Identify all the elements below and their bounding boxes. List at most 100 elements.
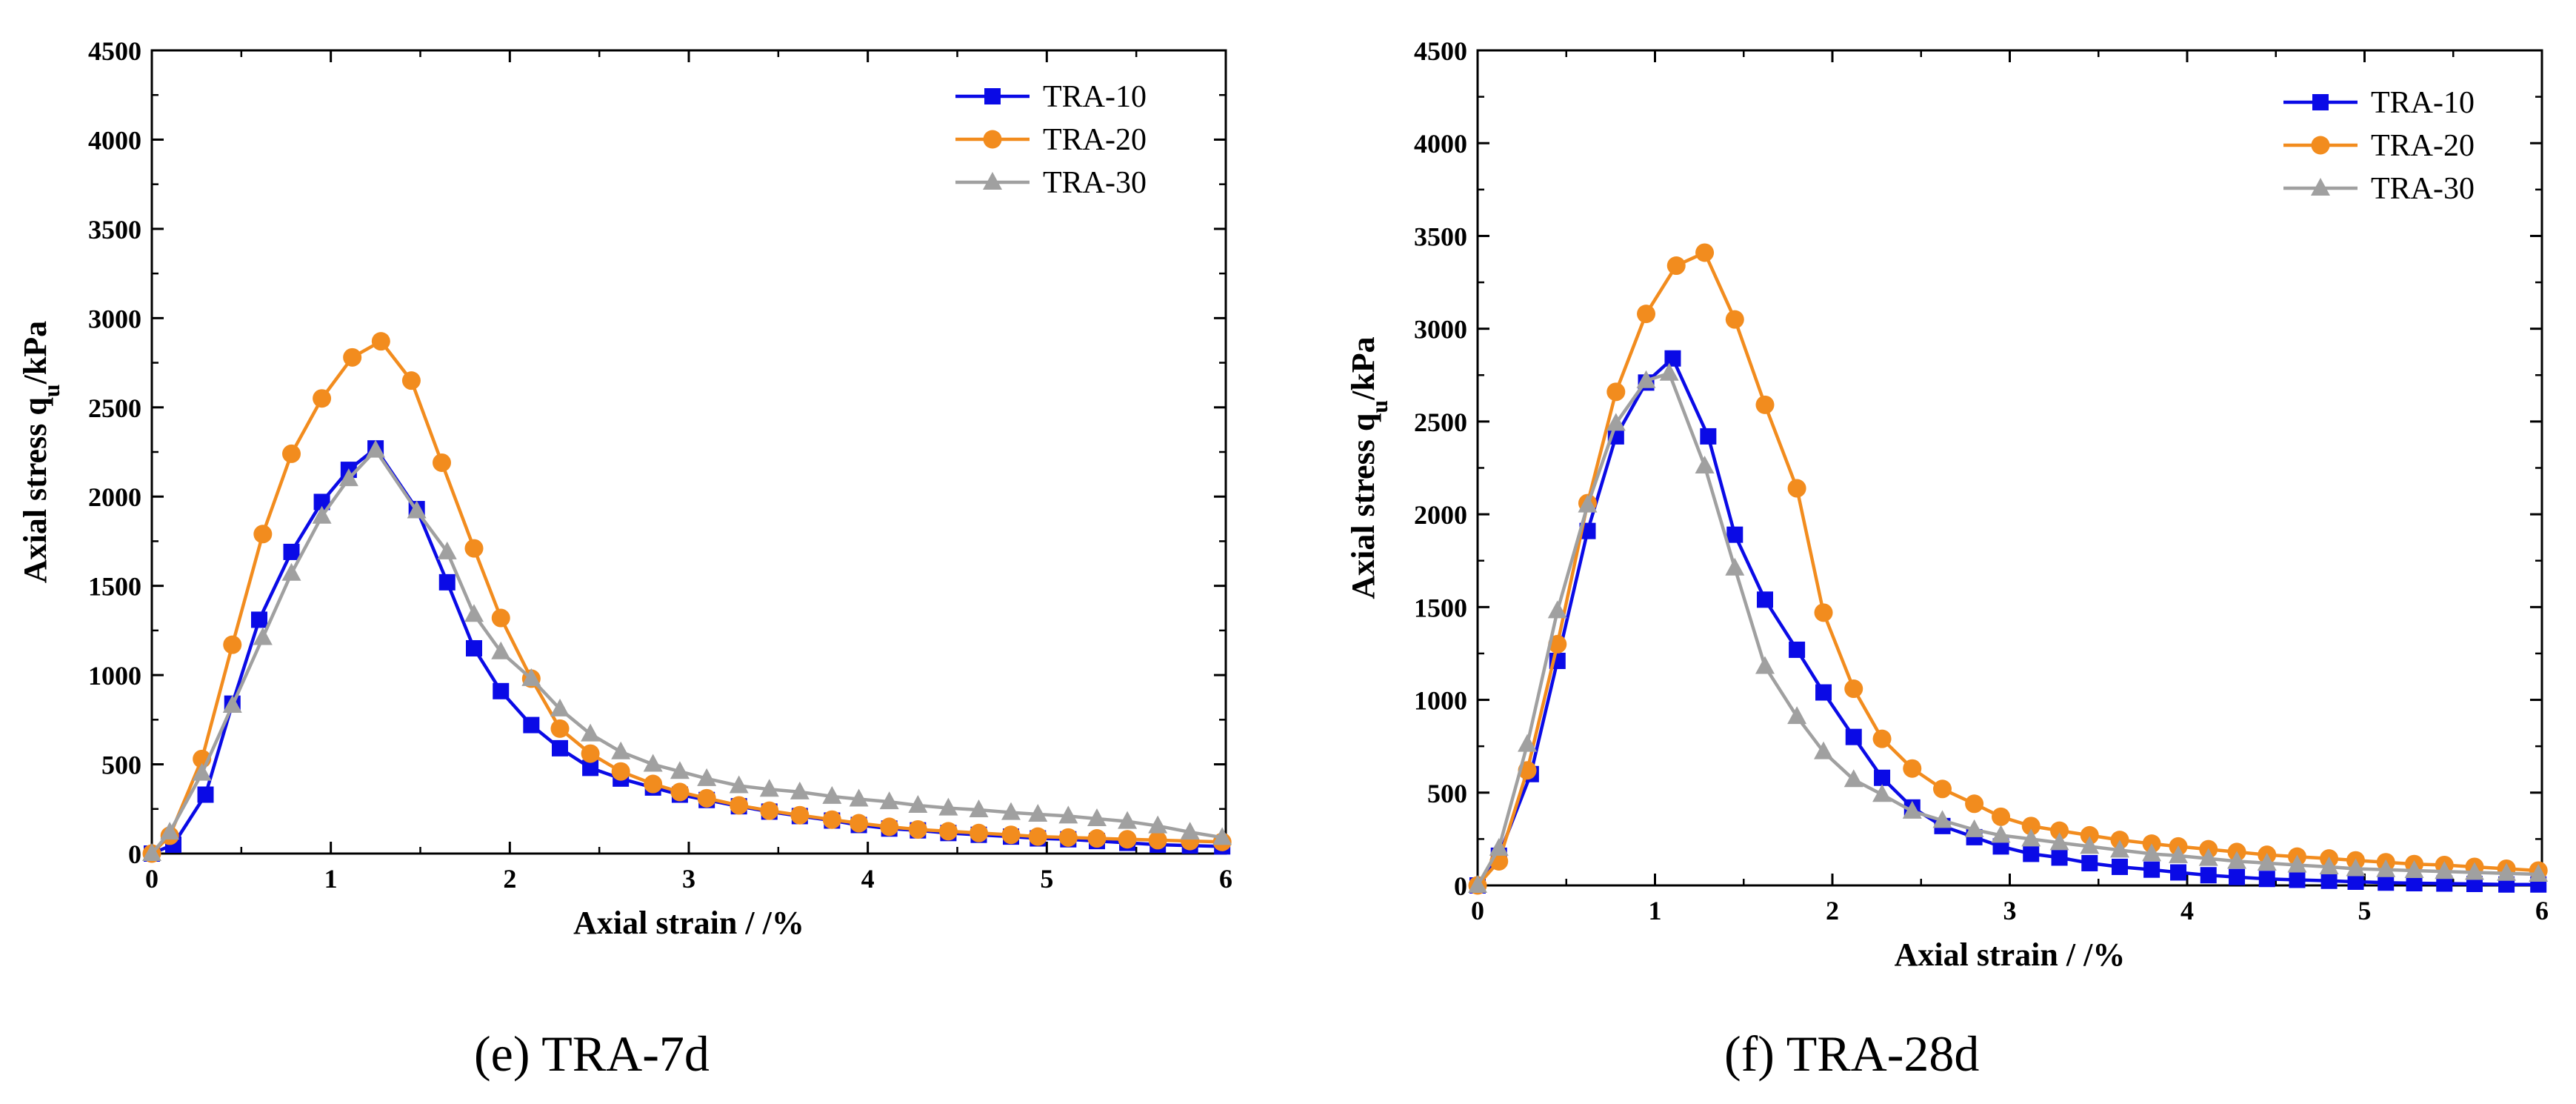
data-point	[401, 371, 421, 390]
data-point	[849, 788, 869, 807]
x-tick-label: 4	[2180, 896, 2194, 925]
y-tick-label: 1000	[88, 661, 141, 691]
data-point	[1932, 779, 1952, 799]
y-tick-label: 4000	[88, 125, 141, 155]
y-tick-label: 1500	[88, 572, 141, 602]
x-tick-label: 1	[1649, 896, 1662, 925]
data-point	[338, 468, 358, 487]
legend-marker	[2311, 178, 2330, 196]
series-tra-30	[1468, 362, 2549, 893]
data-point	[1695, 455, 1715, 473]
legend-entry-tra-30: TRA-30	[955, 166, 1147, 200]
legend-label: TRA-30	[2371, 172, 2475, 206]
data-point	[222, 695, 242, 714]
data-point	[2376, 859, 2396, 877]
data-point	[969, 799, 989, 817]
data-point	[1874, 769, 1891, 786]
y-tick-label: 2000	[1414, 500, 1467, 530]
data-point	[2497, 862, 2517, 881]
data-point	[2529, 863, 2549, 882]
data-point	[1606, 413, 1626, 431]
data-point	[2050, 821, 2069, 840]
data-point	[2049, 832, 2069, 851]
data-point	[1991, 825, 2011, 843]
y-tick-label: 0	[128, 839, 141, 869]
data-point	[2346, 858, 2366, 877]
data-point	[493, 682, 510, 699]
data-point	[730, 796, 749, 815]
data-point	[1725, 310, 1744, 329]
data-point	[2111, 858, 2128, 875]
data-point	[2347, 873, 2364, 890]
panel-caption: (e) TRA-7d	[474, 1025, 710, 1082]
legend-label: TRA-30	[1043, 166, 1147, 200]
data-point	[433, 453, 451, 472]
data-point	[1872, 784, 1892, 802]
data-point	[2109, 839, 2129, 858]
data-point	[1695, 243, 1715, 262]
panel-caption: (f) TRA-28d	[1724, 1025, 1979, 1082]
data-point	[2200, 867, 2217, 884]
legend-label: TRA-10	[2371, 86, 2475, 120]
data-point	[466, 639, 482, 656]
data-point	[1964, 819, 1984, 837]
y-tick-label: 500	[101, 751, 141, 780]
data-point	[2436, 875, 2453, 892]
data-point	[670, 782, 690, 802]
y-tick-label: 1000	[1414, 686, 1467, 716]
data-point	[908, 819, 927, 839]
series-tra-10	[144, 440, 1231, 862]
data-point	[1845, 728, 1862, 745]
series-tra-20	[142, 332, 1232, 863]
x-tick-label: 0	[145, 864, 159, 894]
data-point	[2289, 871, 2306, 888]
data-point	[1001, 802, 1021, 820]
data-point	[1755, 395, 1775, 414]
data-point	[2081, 854, 2098, 871]
data-point	[1814, 603, 1833, 622]
y-tick-label: 4500	[88, 36, 141, 66]
x-tick-label: 1	[324, 864, 338, 894]
data-point	[371, 332, 390, 351]
data-point	[2198, 848, 2218, 866]
y-axis-label: Axial stress qu/kPa	[1345, 336, 1392, 599]
data-point	[697, 768, 717, 786]
data-point	[581, 723, 601, 742]
data-point	[790, 781, 810, 799]
data-point	[970, 823, 988, 842]
data-point	[281, 562, 301, 581]
data-point	[822, 810, 841, 829]
data-point	[2051, 849, 2068, 866]
data-point	[1789, 641, 1806, 658]
x-tick-label: 0	[1471, 896, 1484, 925]
y-tick-label: 3000	[1414, 315, 1467, 345]
data-point	[1058, 805, 1078, 824]
data-point	[1468, 875, 1487, 893]
data-point	[552, 739, 568, 756]
series-line-tra-30	[1476, 371, 2539, 887]
series-line-tra-10	[1476, 356, 2539, 887]
data-point	[1578, 494, 1598, 513]
data-point	[822, 785, 842, 804]
data-point	[160, 822, 180, 840]
data-point	[1725, 557, 1745, 576]
data-point	[611, 741, 631, 759]
data-point	[1028, 827, 1047, 846]
data-point	[1547, 600, 1567, 619]
data-point	[312, 505, 332, 524]
data-point	[251, 611, 267, 628]
data-point	[1844, 679, 1863, 699]
data-point	[1903, 759, 1922, 778]
data-point	[253, 627, 273, 645]
series-tra-20	[1468, 243, 2548, 895]
data-point	[1787, 479, 1806, 498]
data-point	[550, 719, 570, 738]
data-point	[2404, 859, 2424, 878]
data-point	[581, 744, 600, 763]
data-point	[2021, 828, 2041, 847]
x-tick-label: 6	[1219, 864, 1232, 894]
data-point	[1815, 684, 1832, 701]
x-tick-label: 3	[2003, 896, 2017, 925]
data-point	[2023, 845, 2040, 862]
legend-entry-tra-10: TRA-10	[955, 80, 1147, 114]
